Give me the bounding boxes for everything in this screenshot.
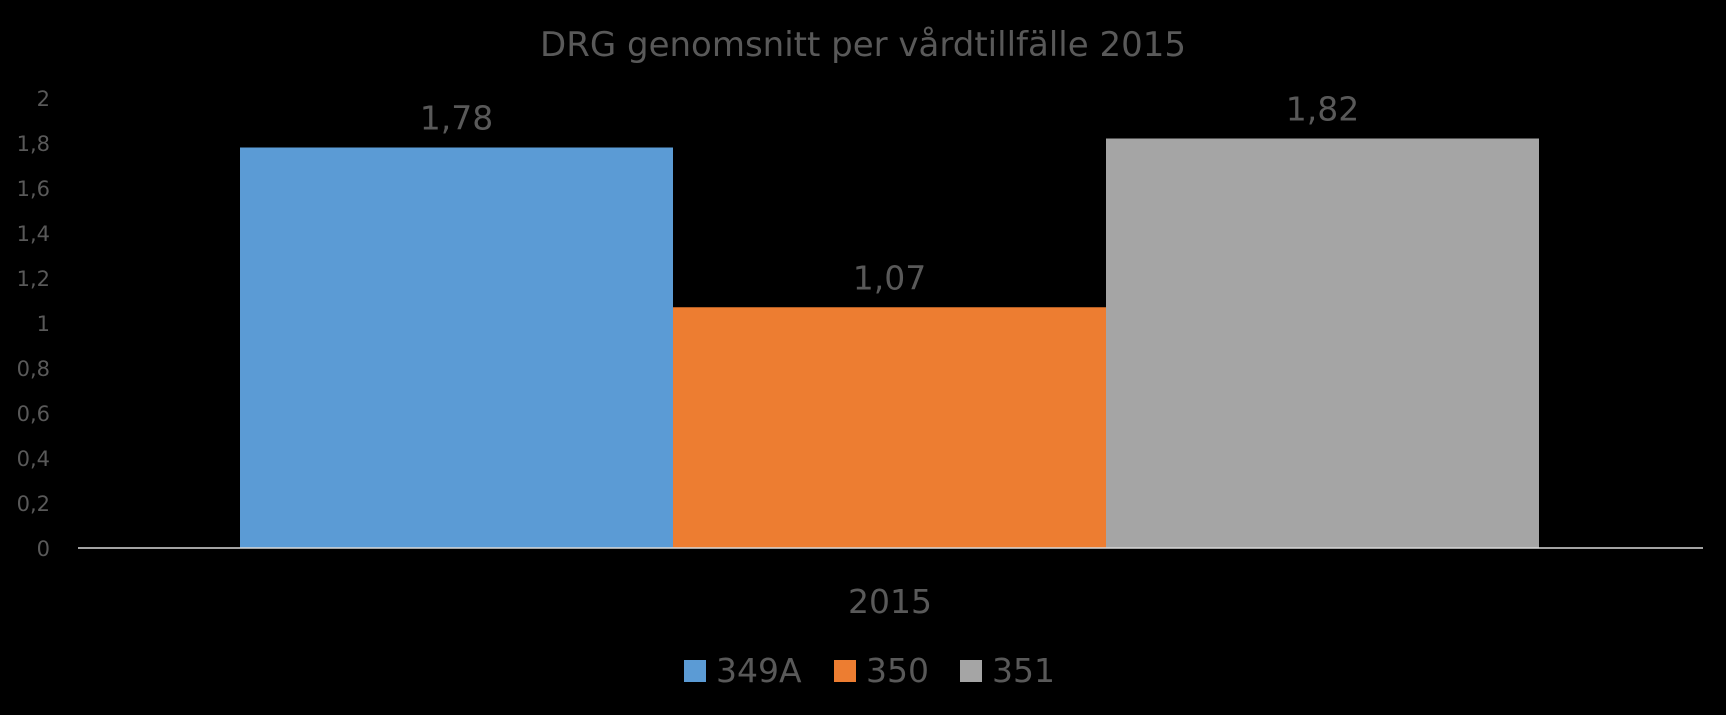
legend-swatch-350 <box>834 660 856 682</box>
y-tick-label: 1,2 <box>17 267 50 291</box>
bars <box>240 138 1539 548</box>
y-tick-label: 0,2 <box>17 492 50 516</box>
y-axis: 0 0,2 0,4 0,6 0,8 1 1,2 1,4 1,6 1,8 2 <box>17 87 50 561</box>
data-labels: 1,78 1,07 1,82 <box>420 90 1359 298</box>
y-tick-label: 0,4 <box>17 447 50 471</box>
legend-swatch-351 <box>960 660 982 682</box>
data-label-349A: 1,78 <box>420 99 493 138</box>
y-tick-label: 0,6 <box>17 402 50 426</box>
y-tick-label: 1,8 <box>17 132 50 156</box>
y-tick-label: 1 <box>37 312 50 336</box>
legend-label-351: 351 <box>992 651 1055 690</box>
y-tick-label: 0 <box>37 537 50 561</box>
y-tick-label: 0,8 <box>17 357 50 381</box>
x-category-label: 2015 <box>848 582 932 621</box>
legend-label-350: 350 <box>866 651 929 690</box>
legend-swatch-349A <box>684 660 706 682</box>
bar-350 <box>673 307 1106 548</box>
bar-349A <box>240 147 673 548</box>
y-tick-label: 1,4 <box>17 222 50 246</box>
data-label-351: 1,82 <box>1286 90 1359 129</box>
y-tick-label: 2 <box>37 87 50 111</box>
y-tick-label: 1,6 <box>17 177 50 201</box>
legend-label-349A: 349A <box>716 651 802 690</box>
bar-351 <box>1106 138 1539 548</box>
legend: 349A 350 351 <box>684 651 1055 690</box>
data-label-350: 1,07 <box>853 258 926 297</box>
chart-title: DRG genomsnitt per vårdtillfälle 2015 <box>540 25 1186 65</box>
